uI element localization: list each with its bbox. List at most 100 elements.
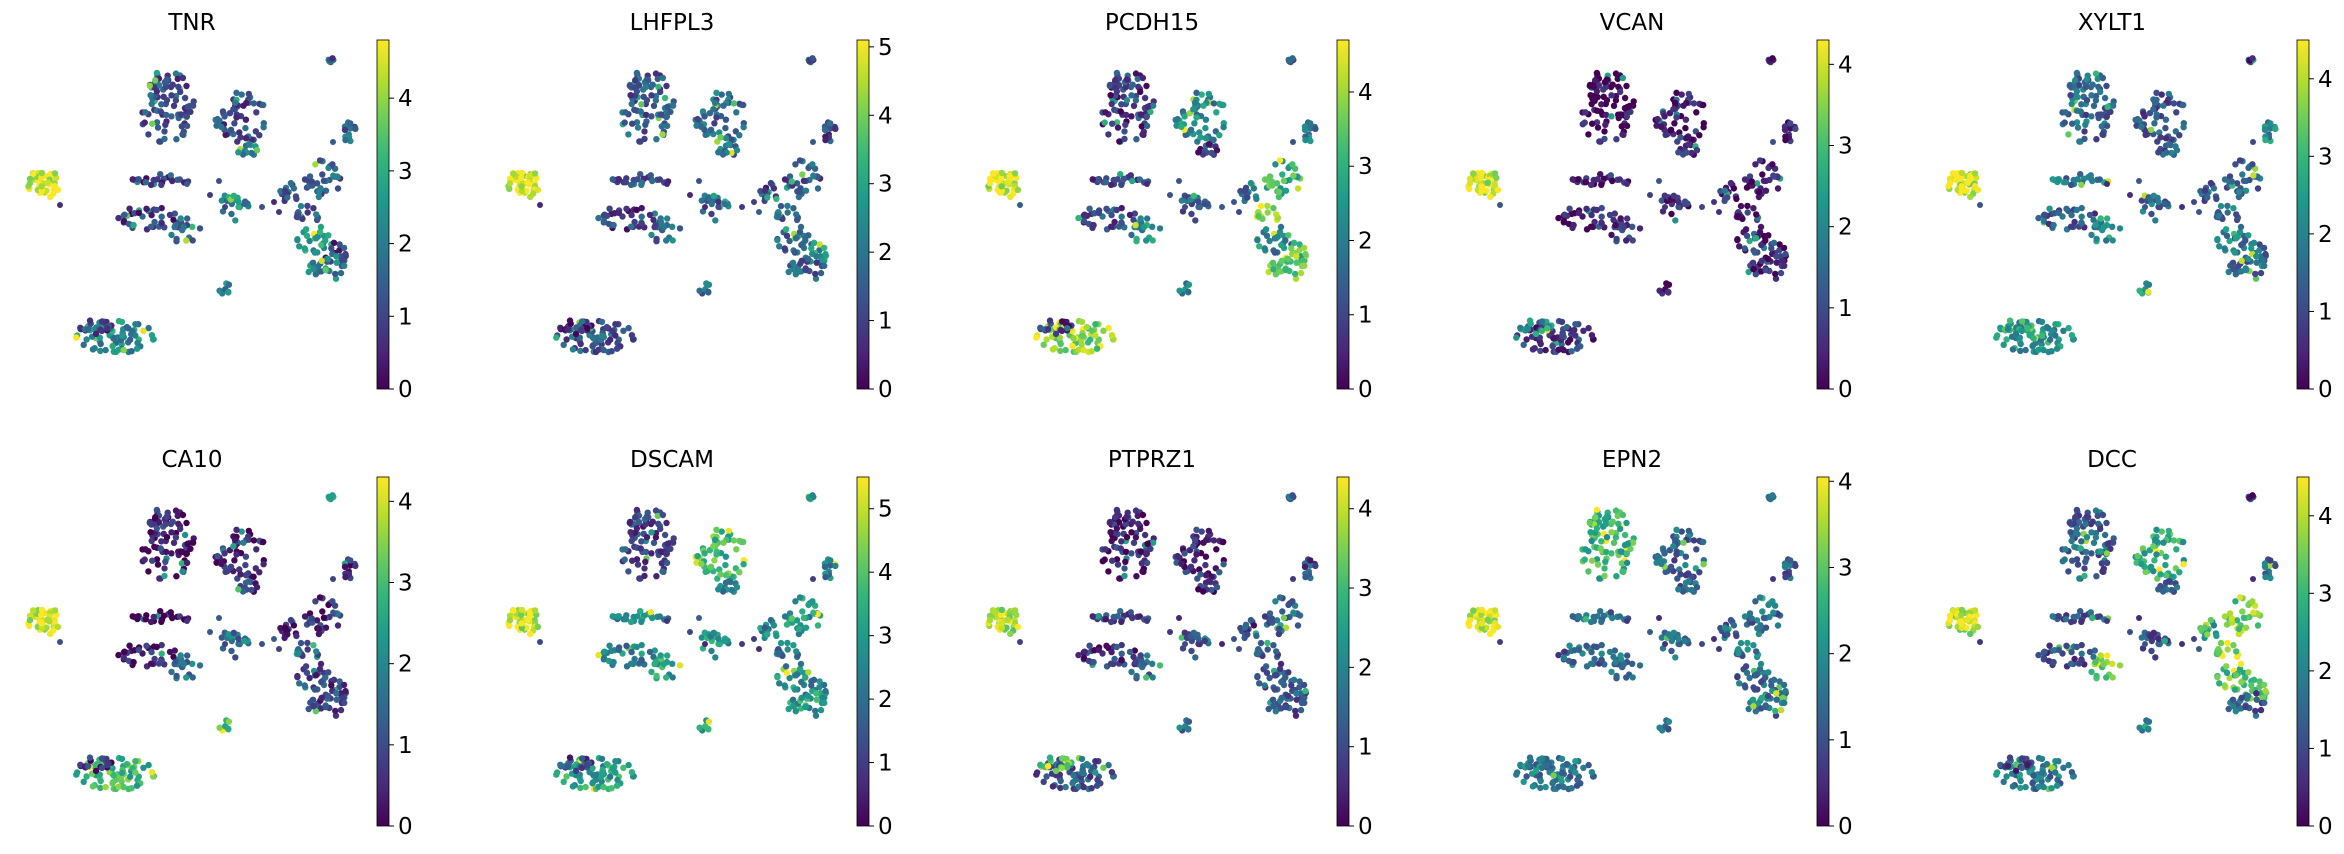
- colorbar-tick-label: 0: [1358, 814, 1373, 840]
- cell-point: [653, 672, 660, 680]
- cell-point: [1724, 194, 1731, 201]
- cell-point: [1494, 623, 1502, 631]
- cell-point: [531, 170, 539, 177]
- cell-point: [2063, 205, 2070, 212]
- cell-point: [1585, 324, 1592, 332]
- cell-point: [628, 332, 636, 339]
- cell-point: [2180, 101, 2187, 109]
- cell-point: [646, 211, 654, 219]
- cell-point: [253, 584, 261, 591]
- cell-point: [1108, 211, 1115, 219]
- cell-point: [1017, 639, 1023, 645]
- cell-point: [613, 782, 621, 789]
- cell-point: [1288, 245, 1295, 252]
- cell-point: [790, 703, 797, 710]
- cell-point: [643, 513, 650, 520]
- cell-point: [1520, 341, 1527, 348]
- cell-point: [142, 546, 149, 553]
- cell-point: [1610, 102, 1618, 110]
- cell-point: [577, 347, 584, 355]
- cell-point: [169, 614, 176, 622]
- cell-point: [1586, 82, 1594, 90]
- cell-point: [1293, 259, 1300, 266]
- cell-point: [225, 281, 233, 288]
- cell-point: [776, 680, 783, 687]
- cell-point: [717, 134, 724, 141]
- cell-point: [1619, 131, 1626, 138]
- cell-point: [146, 82, 153, 90]
- cell-point: [2248, 245, 2255, 252]
- cell-point: [352, 125, 359, 133]
- cell-point: [534, 186, 542, 194]
- cell-point: [225, 725, 232, 733]
- cell-point: [1603, 76, 1611, 83]
- cell-point: [1128, 550, 1135, 557]
- cell-point: [1673, 89, 1680, 97]
- cell-point: [756, 209, 762, 215]
- cell-point: [1178, 123, 1185, 130]
- cell-point: [128, 348, 135, 355]
- cell-point: [180, 661, 187, 668]
- cell-point: [1656, 178, 1662, 184]
- cell-point: [804, 255, 812, 263]
- cell-point: [233, 114, 240, 121]
- cell-point: [1624, 181, 1630, 187]
- cell-point: [168, 529, 175, 536]
- cell-point: [1261, 682, 1268, 689]
- cell-point: [1181, 550, 1188, 557]
- cell-point: [1753, 211, 1760, 218]
- cell-point: [1200, 539, 1207, 546]
- cell-point: [242, 553, 250, 560]
- cell-point: [120, 346, 127, 354]
- cell-point: [1484, 616, 1492, 623]
- cell-point: [1671, 99, 1679, 107]
- cell-point: [1128, 668, 1135, 676]
- cell-point: [1133, 235, 1140, 243]
- cell-point: [560, 341, 567, 348]
- cell-point: [812, 707, 819, 715]
- cell-point: [1057, 340, 1064, 348]
- cell-point: [634, 561, 642, 568]
- cell-point: [1004, 616, 1011, 623]
- cell-point: [821, 126, 829, 133]
- cell-point: [227, 563, 235, 570]
- cell-point: [2142, 204, 2148, 210]
- cell-point: [1113, 525, 1121, 532]
- cell-point: [142, 109, 149, 116]
- cell-point: [236, 129, 243, 136]
- cell-point: [1275, 625, 1283, 633]
- cell-point: [1121, 135, 1128, 143]
- cell-point: [713, 526, 720, 533]
- cell-point: [341, 126, 349, 133]
- cell-point: [1620, 661, 1628, 668]
- cell-point: [598, 755, 606, 763]
- cell-point: [1290, 172, 1297, 179]
- cell-point: [1292, 270, 1299, 278]
- cell-point: [54, 186, 62, 194]
- cell-point: [751, 199, 757, 205]
- cell-point: [118, 318, 126, 326]
- cell-point: [183, 674, 190, 681]
- cell-point: [1132, 221, 1139, 229]
- cell-point: [1581, 556, 1588, 563]
- cell-point: [776, 243, 783, 250]
- cell-point: [1276, 157, 1284, 164]
- cell-point: [1205, 578, 1213, 585]
- cell-point: [633, 206, 640, 214]
- cell-point: [1593, 506, 1601, 514]
- cell-point: [86, 317, 94, 324]
- cell-point: [1780, 681, 1788, 689]
- cell-point: [123, 323, 131, 331]
- cell-point: [342, 573, 349, 581]
- cell-point: [654, 75, 661, 83]
- cell-point: [1176, 615, 1182, 621]
- cell-point: [1080, 217, 1088, 225]
- cell-point: [1302, 136, 1309, 144]
- cell-point: [154, 124, 162, 131]
- cell-point: [1675, 586, 1682, 593]
- cell-point: [153, 88, 161, 95]
- cell-point: [808, 245, 815, 252]
- cell-point: [170, 102, 178, 110]
- cell-point: [810, 576, 816, 582]
